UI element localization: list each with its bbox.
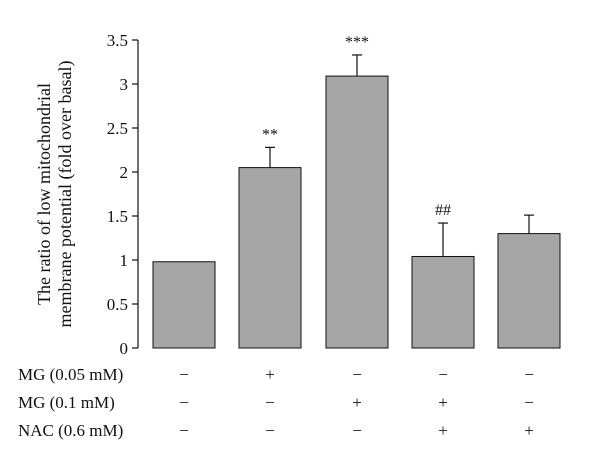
y-tick-label: 2 — [120, 163, 129, 182]
y-tick-label: 3.5 — [107, 31, 128, 50]
bar — [411, 255, 475, 349]
significance-label: *** — [345, 34, 369, 51]
y-axis-label-line: The ratio of low mitochondrial — [34, 83, 54, 305]
y-tick-label: 3 — [120, 75, 129, 94]
condition-sign: − — [438, 365, 448, 384]
condition-sign: + — [265, 365, 275, 384]
significance-annotations: *****## — [262, 34, 451, 219]
condition-sign: + — [438, 421, 448, 440]
condition-sign: − — [524, 365, 534, 384]
significance-label: ** — [262, 126, 278, 143]
y-tick-label: 1.5 — [107, 207, 128, 226]
condition-sign: + — [438, 393, 448, 412]
bar — [152, 261, 216, 349]
y-tick-label: 1 — [120, 251, 129, 270]
bar — [238, 167, 302, 349]
condition-sign: − — [352, 421, 362, 440]
y-tick-label: 2.5 — [107, 119, 128, 138]
y-tick-label: 0.5 — [107, 295, 128, 314]
y-axis-label-line: membrane potential (fold over basal) — [55, 61, 76, 328]
condition-sign: + — [524, 421, 534, 440]
condition-sign: − — [179, 365, 189, 384]
significance-label: ## — [435, 202, 451, 219]
condition-table: MG (0.05 mM) − + − − − MG (0.1 mM) − − + + − NAC (0.… — [18, 365, 534, 440]
condition-sign: − — [179, 421, 189, 440]
condition-sign: + — [352, 393, 362, 412]
y-axis: 0 0.5 1 1.5 2 2.5 3 3.5 — [107, 31, 139, 358]
condition-sign: − — [265, 393, 275, 412]
condition-sign: − — [265, 421, 275, 440]
bar — [325, 75, 389, 349]
condition-label: MG (0.1 mM) — [18, 393, 115, 412]
y-axis-label: The ratio of low mitochondrial membrane p… — [34, 61, 76, 328]
condition-sign: − — [524, 393, 534, 412]
condition-sign: − — [352, 365, 362, 384]
bar — [497, 233, 561, 349]
bars — [152, 75, 561, 349]
condition-label: NAC (0.6 mM) — [18, 421, 123, 440]
condition-label: MG (0.05 mM) — [18, 365, 123, 384]
condition-sign: − — [179, 393, 189, 412]
y-tick-label: 0 — [120, 339, 129, 358]
error-bars — [265, 54, 534, 257]
